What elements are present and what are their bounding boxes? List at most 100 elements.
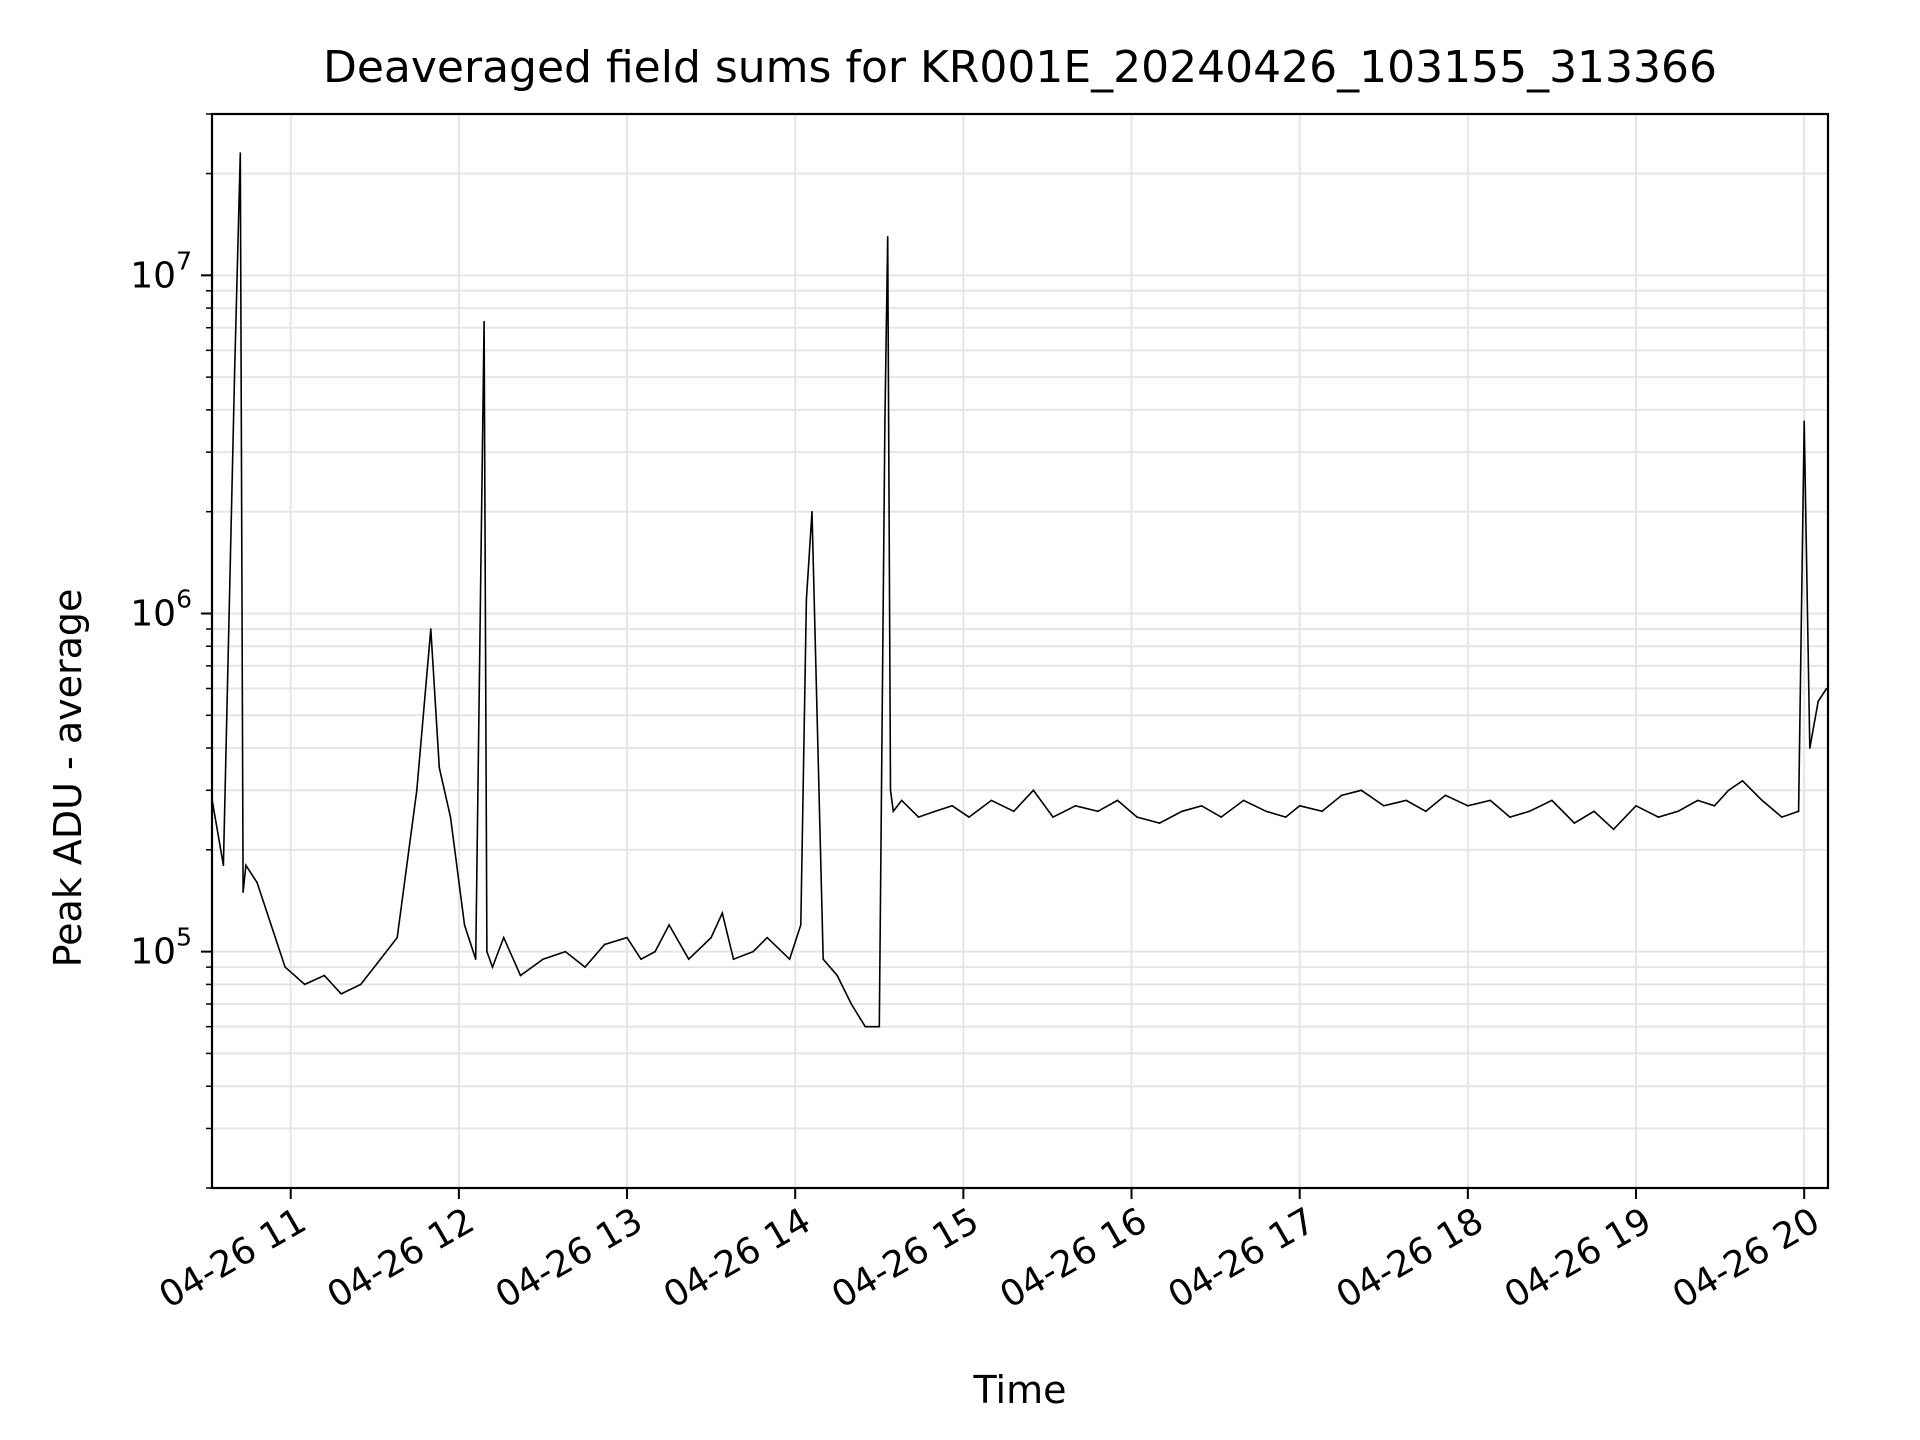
data-point bbox=[1573, 822, 1576, 824]
data-point bbox=[1382, 804, 1385, 807]
x-axis-label: Time bbox=[973, 1368, 1067, 1412]
data-point bbox=[836, 974, 839, 977]
data-point bbox=[1713, 804, 1716, 807]
data-point bbox=[1052, 816, 1054, 818]
y-tick-label: 106 bbox=[130, 584, 192, 634]
data-point bbox=[1635, 804, 1637, 807]
chart-title: Deaveraged field sums for KR001E_2024042… bbox=[322, 42, 1718, 93]
data-point bbox=[1677, 810, 1679, 813]
data-point bbox=[934, 810, 937, 813]
data-point bbox=[892, 810, 895, 813]
data-point bbox=[990, 799, 993, 802]
x-tick-label: 04-26 12 bbox=[321, 1200, 482, 1316]
data-point bbox=[1808, 747, 1811, 749]
data-point bbox=[340, 993, 342, 995]
data-point bbox=[800, 924, 802, 926]
data-point bbox=[1467, 804, 1469, 807]
data-point bbox=[1360, 789, 1363, 792]
data-point bbox=[732, 958, 735, 960]
data-point bbox=[900, 799, 903, 802]
data-point bbox=[1136, 816, 1138, 818]
data-point bbox=[449, 816, 452, 818]
data-point bbox=[303, 983, 306, 986]
data-point bbox=[1727, 789, 1730, 792]
data-point bbox=[1551, 799, 1553, 802]
data-point bbox=[1761, 799, 1763, 802]
data-point bbox=[805, 598, 808, 601]
data-point bbox=[486, 950, 488, 953]
data-point bbox=[766, 936, 768, 939]
data-point bbox=[1181, 810, 1183, 813]
data-point bbox=[256, 881, 258, 884]
data-point bbox=[1817, 700, 1819, 703]
data-point bbox=[233, 367, 236, 370]
data-point bbox=[1074, 804, 1077, 807]
data-point bbox=[1298, 804, 1301, 807]
data-point bbox=[245, 864, 247, 867]
data-point bbox=[1284, 816, 1287, 818]
data-point bbox=[1220, 816, 1223, 818]
data-point bbox=[1612, 828, 1615, 831]
data-point bbox=[491, 966, 494, 968]
x-tick-label: 04-26 19 bbox=[1498, 1200, 1659, 1316]
data-point bbox=[359, 983, 362, 986]
data-point bbox=[323, 974, 326, 977]
data-point bbox=[687, 958, 690, 960]
x-tick-label: 04-26 15 bbox=[825, 1200, 986, 1316]
data-point bbox=[822, 958, 825, 960]
data-point bbox=[270, 924, 272, 926]
data-point bbox=[239, 152, 242, 154]
data-point bbox=[1780, 816, 1783, 818]
data-point bbox=[884, 420, 886, 423]
data-point bbox=[416, 789, 418, 792]
data-point bbox=[284, 966, 286, 968]
data-point bbox=[1321, 810, 1323, 813]
data-point bbox=[811, 510, 813, 513]
data-point bbox=[379, 958, 382, 960]
data-series-line bbox=[211, 152, 1828, 1028]
data-point bbox=[542, 958, 544, 960]
data-point bbox=[1593, 810, 1595, 813]
data-point bbox=[1013, 810, 1015, 813]
data-point bbox=[1696, 799, 1699, 802]
data-point bbox=[1509, 816, 1511, 818]
data-point bbox=[1797, 810, 1800, 813]
x-tick-label: 04-26 17 bbox=[1162, 1200, 1323, 1316]
data-point bbox=[752, 950, 754, 953]
data-point bbox=[564, 950, 567, 953]
data-point bbox=[1242, 799, 1245, 802]
data-point bbox=[584, 966, 586, 968]
data-point bbox=[463, 924, 466, 926]
data-point bbox=[603, 943, 606, 946]
data-point bbox=[721, 912, 724, 914]
y-tick-label: 107 bbox=[130, 246, 192, 296]
data-point bbox=[1803, 420, 1805, 423]
data-point bbox=[1265, 810, 1267, 813]
data-point bbox=[1425, 810, 1427, 813]
data-point bbox=[951, 804, 953, 807]
data-point bbox=[483, 320, 485, 323]
data-point bbox=[917, 816, 920, 818]
data-point bbox=[1158, 822, 1161, 824]
data-point bbox=[626, 936, 628, 939]
data-point bbox=[242, 891, 244, 893]
data-point bbox=[519, 974, 522, 977]
data-point bbox=[1032, 789, 1035, 792]
data-point bbox=[396, 936, 399, 939]
x-tick-label: 04-26 18 bbox=[1330, 1200, 1491, 1316]
data-point bbox=[850, 1003, 853, 1005]
plot-frame bbox=[210, 112, 1830, 1190]
data-point bbox=[886, 236, 889, 238]
data-point bbox=[668, 924, 670, 926]
data-point bbox=[1200, 804, 1203, 807]
data-point bbox=[710, 936, 712, 939]
data-point bbox=[968, 816, 970, 818]
x-tick-label: 04-26 11 bbox=[153, 1200, 314, 1316]
data-point bbox=[654, 950, 656, 953]
data-point bbox=[1405, 799, 1407, 802]
data-point bbox=[1097, 810, 1099, 813]
x-tick-label: 04-26 20 bbox=[1666, 1200, 1827, 1316]
data-point bbox=[640, 958, 642, 960]
